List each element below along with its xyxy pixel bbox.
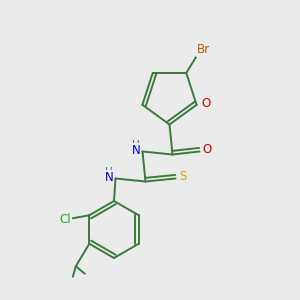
Text: N: N <box>104 171 113 184</box>
Text: H: H <box>105 167 113 177</box>
Text: Br: Br <box>197 43 210 56</box>
Text: N: N <box>131 144 140 157</box>
Text: H: H <box>132 140 140 150</box>
Text: S: S <box>179 170 187 184</box>
Text: O: O <box>202 143 211 157</box>
Text: Cl: Cl <box>59 213 71 226</box>
Text: O: O <box>202 97 211 110</box>
